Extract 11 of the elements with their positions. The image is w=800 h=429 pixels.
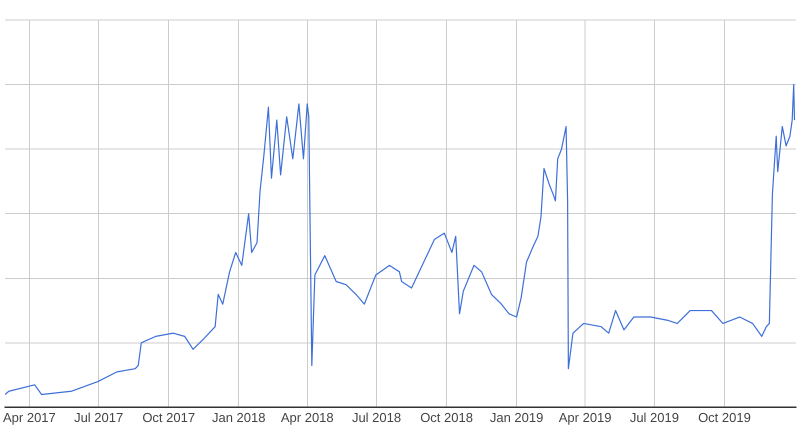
x-tick-label: Jul 2019 <box>630 410 679 425</box>
x-tick-label: Jan 2018 <box>212 410 266 425</box>
x-tick-label: Apr 2019 <box>558 410 612 425</box>
x-tick-label: Oct 2018 <box>420 410 473 425</box>
x-tick-label: Jul 2018 <box>352 410 402 425</box>
x-tick-label: Jul 2017 <box>74 410 124 425</box>
x-tick-label: Jan 2019 <box>490 410 544 425</box>
x-tick-label: Apr 2018 <box>280 410 334 425</box>
x-tick-label: Apr 2017 <box>3 410 56 425</box>
x-tick-label: Oct 2017 <box>142 410 196 425</box>
x-tick-label: Oct 2019 <box>698 410 751 425</box>
